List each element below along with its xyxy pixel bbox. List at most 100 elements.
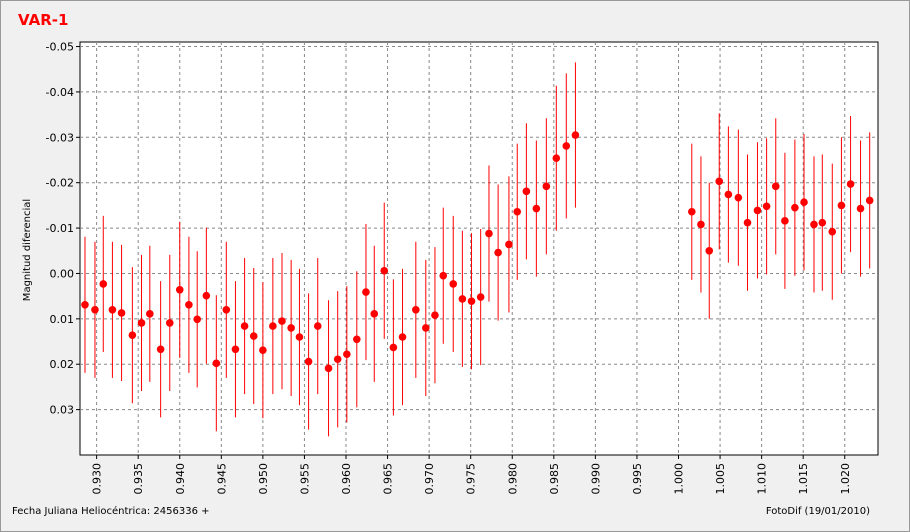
data-point bbox=[715, 177, 724, 186]
data-point bbox=[295, 333, 304, 341]
x-axis-label: Fecha Juliana Heliocéntrica: 2456336 + bbox=[12, 505, 210, 517]
data-point bbox=[212, 359, 221, 368]
data-point bbox=[91, 305, 99, 314]
data-point bbox=[128, 331, 137, 339]
data-point bbox=[304, 357, 313, 366]
y-tick-label: -0.05 bbox=[46, 41, 74, 54]
data-point bbox=[753, 206, 762, 215]
x-tick-label: 1.010 bbox=[756, 463, 769, 495]
data-point bbox=[781, 217, 789, 225]
y-tick-label: 0.03 bbox=[50, 404, 75, 417]
data-point bbox=[513, 207, 522, 216]
x-tick-label: 0.945 bbox=[215, 463, 228, 495]
x-tick-label: 0.975 bbox=[465, 463, 478, 495]
data-point bbox=[389, 343, 398, 352]
data-point bbox=[343, 350, 351, 359]
data-point bbox=[522, 187, 531, 196]
data-point bbox=[476, 293, 485, 301]
chart-title: VAR-1 bbox=[18, 11, 68, 29]
data-point bbox=[743, 218, 752, 227]
data-point bbox=[412, 305, 420, 314]
data-point bbox=[571, 131, 580, 139]
data-point bbox=[108, 305, 117, 314]
data-point bbox=[156, 345, 165, 354]
data-point bbox=[562, 142, 571, 150]
data-point bbox=[175, 286, 184, 294]
x-tick-label: 0.980 bbox=[506, 463, 519, 495]
credit: FotoDif (19/01/2010) bbox=[766, 506, 870, 517]
x-tick-label: 0.965 bbox=[382, 463, 395, 495]
y-tick-label: -0.04 bbox=[46, 86, 74, 99]
y-tick-label: 0.02 bbox=[50, 358, 75, 371]
data-point bbox=[439, 271, 448, 280]
data-point bbox=[505, 240, 513, 249]
x-tick-label: 0.995 bbox=[631, 463, 644, 495]
data-point bbox=[818, 218, 827, 227]
data-point bbox=[458, 295, 467, 303]
data-point bbox=[724, 190, 733, 199]
y-tick-label: -0.01 bbox=[46, 222, 74, 235]
y-tick-label: 0.01 bbox=[50, 313, 75, 326]
data-point bbox=[99, 280, 108, 288]
data-point bbox=[810, 220, 818, 229]
x-tick-label: 0.960 bbox=[340, 463, 353, 495]
x-tick-label: 0.935 bbox=[132, 463, 145, 495]
data-point bbox=[856, 204, 865, 213]
data-point bbox=[185, 300, 193, 309]
data-point bbox=[467, 297, 476, 305]
x-tick-label: 0.970 bbox=[423, 463, 436, 495]
data-point bbox=[222, 305, 231, 314]
x-tick-label: 0.990 bbox=[589, 463, 602, 495]
data-point bbox=[146, 310, 154, 318]
data-point bbox=[362, 288, 370, 296]
x-tick-label: 1.020 bbox=[839, 463, 852, 495]
data-point bbox=[688, 207, 696, 216]
data-point bbox=[705, 246, 714, 255]
data-point bbox=[485, 229, 493, 238]
data-point bbox=[532, 204, 541, 213]
data-point bbox=[231, 345, 240, 354]
x-tick-label: 1.005 bbox=[714, 463, 727, 495]
x-tick-label: 0.940 bbox=[174, 463, 187, 495]
data-point bbox=[762, 202, 771, 211]
data-point bbox=[269, 322, 277, 330]
data-point bbox=[800, 198, 808, 207]
data-point bbox=[552, 154, 561, 162]
data-point bbox=[137, 319, 146, 327]
data-point bbox=[370, 310, 379, 318]
data-point bbox=[333, 355, 342, 364]
data-point bbox=[697, 220, 705, 229]
data-point bbox=[240, 322, 249, 330]
data-point bbox=[398, 333, 407, 341]
data-point bbox=[165, 319, 174, 327]
data-point bbox=[324, 364, 333, 373]
x-tick-label: 0.930 bbox=[91, 463, 104, 495]
data-point bbox=[422, 324, 430, 332]
data-point bbox=[313, 322, 322, 330]
data-point bbox=[353, 335, 361, 344]
data-point bbox=[791, 203, 799, 212]
data-point bbox=[193, 315, 202, 324]
data-point bbox=[81, 300, 89, 309]
y-tick-label: 0.00 bbox=[50, 267, 75, 280]
data-point bbox=[837, 201, 846, 210]
data-point bbox=[494, 248, 502, 257]
y-tick-label: -0.03 bbox=[46, 131, 74, 144]
data-point bbox=[865, 196, 874, 205]
data-point bbox=[431, 311, 439, 320]
x-tick-label: 1.015 bbox=[797, 463, 810, 495]
data-point bbox=[828, 227, 837, 236]
data-point bbox=[771, 182, 780, 191]
x-tick-label: 0.985 bbox=[548, 463, 561, 495]
data-point bbox=[249, 332, 258, 340]
data-point bbox=[449, 280, 458, 288]
data-point bbox=[278, 317, 286, 325]
data-point bbox=[259, 346, 267, 354]
x-tick-label: 1.000 bbox=[673, 463, 686, 495]
y-axis-label: Magnitud diferencial bbox=[22, 199, 33, 301]
data-point bbox=[380, 266, 389, 275]
data-point bbox=[846, 180, 855, 188]
data-point bbox=[117, 309, 126, 317]
data-point bbox=[202, 291, 211, 300]
